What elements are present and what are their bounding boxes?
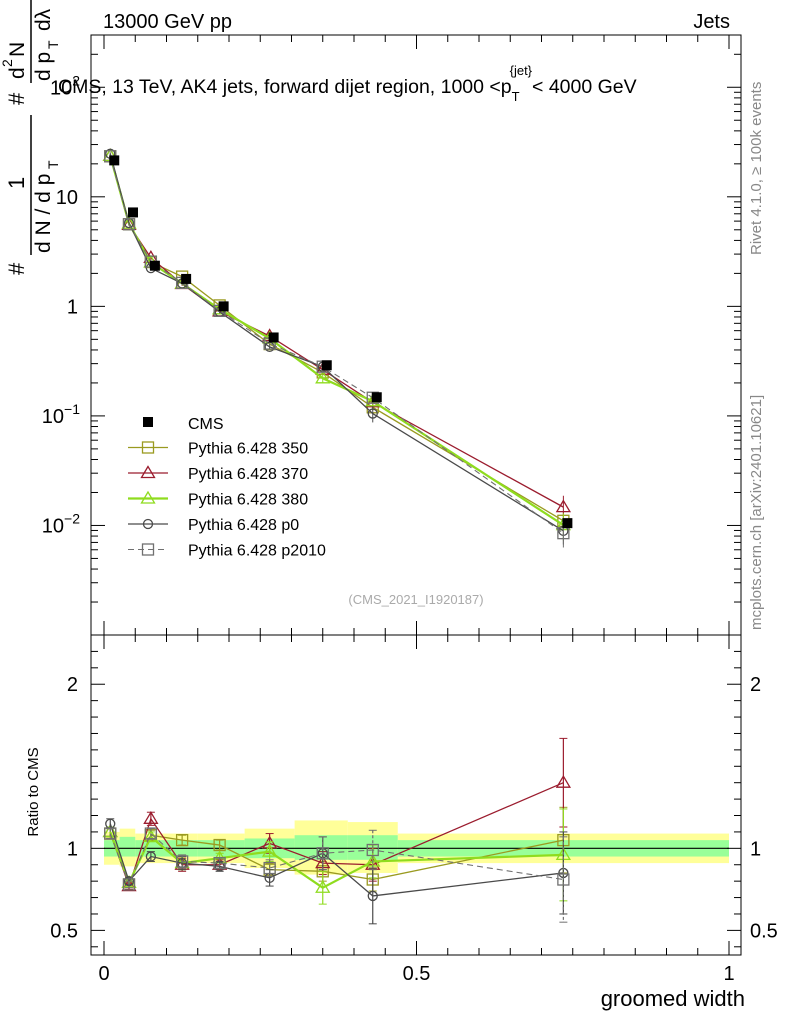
svg-text:d p: d p: [32, 52, 55, 81]
ratio-tick-label: 2: [67, 674, 78, 696]
ratio-point-pythia-6-428-p2010: [213, 856, 226, 870]
cms-data-point: [128, 207, 138, 218]
ratio-point-pythia-6-428-p2010: [366, 843, 379, 857]
svg-text:2: 2: [0, 59, 15, 67]
svg-text:T: T: [45, 160, 61, 169]
series-point-pythia-6-428-380: [315, 370, 331, 384]
ratio-point-pythia-6-428-p2010: [316, 847, 329, 860]
ratio-point-pythia-6-428-p2010: [104, 827, 117, 840]
series-line-pythia-6-428-p0: [109, 153, 564, 532]
rivet-version-label: Rivet 4.1.0, ≥ 100k events: [748, 82, 765, 255]
series-line-pythia-6-428-370: [109, 155, 564, 508]
ratio-tick-label-right: 0.5: [750, 920, 778, 942]
svg-text:d: d: [6, 67, 29, 79]
y-tick-label: 10−2: [42, 510, 80, 537]
ratio-point-pythia-6-428-380: [315, 879, 331, 893]
series-line-pythia-6-428-350: [109, 156, 564, 522]
x-tick-label: 0: [98, 963, 109, 985]
header-left-title: 13000 GeV pp: [103, 11, 232, 33]
svg-text:dλ: dλ: [32, 8, 55, 31]
svg-text:d N / d p: d N / d p: [32, 174, 55, 253]
legend-label: Pythia 6.428 p0: [188, 517, 299, 534]
series-point-pythia-6-428-p0: [367, 408, 378, 419]
ratio-point-pythia-6-428-p2010: [122, 878, 136, 891]
axis-ticks: 0 0.5 1 102 10 1 10−1 10−2 0.5 0.5 1 1 2 2: [42, 34, 778, 985]
legend-marker-cms: [143, 417, 153, 427]
svg-text:T: T: [45, 40, 61, 49]
ratio-point-pythia-6-428-p2010: [175, 855, 189, 868]
cms-data-point: [562, 518, 573, 529]
legend-label: Pythia 6.428 380: [188, 492, 308, 509]
header-right-title: Jets: [693, 11, 730, 33]
x-tick-label: 0.5: [403, 963, 431, 985]
series-line-pythia-6-428-p2010: [109, 156, 564, 534]
legend-label-cms: CMS: [188, 416, 224, 433]
svg-text:#: #: [4, 262, 29, 275]
legend-marker: [140, 465, 156, 479]
svg-text:1: 1: [4, 177, 29, 189]
cms-data-group: [109, 155, 573, 529]
ratio-point-pythia-6-428-p2010: [557, 873, 570, 886]
plot-title: CMS, 13 TeV, AK4 jets, forward dijet reg…: [58, 63, 637, 104]
cms-data-point: [218, 301, 229, 312]
mcplots-label: mcplots.cern.ch [arXiv:2401.10621]: [748, 395, 765, 630]
ratio-point-pythia-6-428-380: [261, 843, 278, 857]
green-band-1: [119, 836, 136, 857]
x-axis-label: groomed width: [601, 986, 745, 1011]
ratio-plot-frame: [90, 634, 742, 956]
ratio-point-pythia-6-428-p0: [145, 851, 157, 862]
y-tick-label: 102: [50, 72, 80, 99]
legend-marker: [142, 518, 154, 530]
ratio-line-pythia-6-428-p2010: [109, 832, 564, 886]
svg-text:N: N: [6, 42, 29, 57]
y-tick-label: 1: [67, 296, 78, 318]
uncertainty-bands: [104, 820, 729, 875]
series-point-pythia-6-428-p2010: [122, 218, 136, 231]
cms-data-point: [149, 260, 160, 271]
y-tick-label: 10−1: [42, 401, 80, 428]
x-tick-label: 1: [723, 963, 734, 985]
ratio-point-pythia-6-428-350: [175, 833, 189, 847]
ratio-point-pythia-6-428-370: [555, 774, 572, 788]
ratio-point-pythia-6-428-p2010: [263, 861, 276, 875]
legend: CMS Pythia 6.428 350 Pythia 6.428 370 Pythi…: [128, 416, 326, 560]
cms-data-point: [371, 392, 382, 403]
ratio-tick-label: 1: [67, 838, 78, 860]
analysis-watermark: (CMS_2021_I1920187): [348, 592, 483, 607]
cms-data-point: [181, 273, 192, 284]
legend-label: Pythia 6.428 370: [188, 466, 308, 483]
ratio-tick-label-right: 2: [750, 674, 761, 696]
ratio-point-pythia-6-428-p0: [367, 890, 378, 902]
y-axis-label: # 1 d N / d p T # d 2 N d p T dλ: [0, 0, 61, 275]
y-tick-label: 10: [56, 187, 78, 209]
legend-label: Pythia 6.428 350: [188, 441, 308, 458]
cms-data-point: [268, 332, 279, 343]
svg-text:#: #: [4, 92, 29, 105]
cms-data-point: [109, 155, 120, 166]
legend-marker: [140, 490, 156, 504]
ratio-point-pythia-6-428-p2010: [144, 827, 158, 840]
series-point-pythia-6-428-370: [555, 499, 572, 513]
legend-marker: [141, 543, 155, 556]
ratio-tick-label-right: 1: [750, 838, 761, 860]
legend-label: Pythia 6.428 p2010: [188, 543, 326, 560]
legend-marker: [141, 441, 155, 454]
ratio-point-pythia-6-428-p0: [214, 861, 225, 872]
series-group: [102, 148, 572, 925]
ratio-point-pythia-6-428-370: [143, 811, 159, 824]
cms-data-point: [321, 360, 332, 371]
ratio-axis-label: Ratio to CMS: [25, 747, 42, 836]
ratio-tick-label: 0.5: [50, 920, 78, 942]
